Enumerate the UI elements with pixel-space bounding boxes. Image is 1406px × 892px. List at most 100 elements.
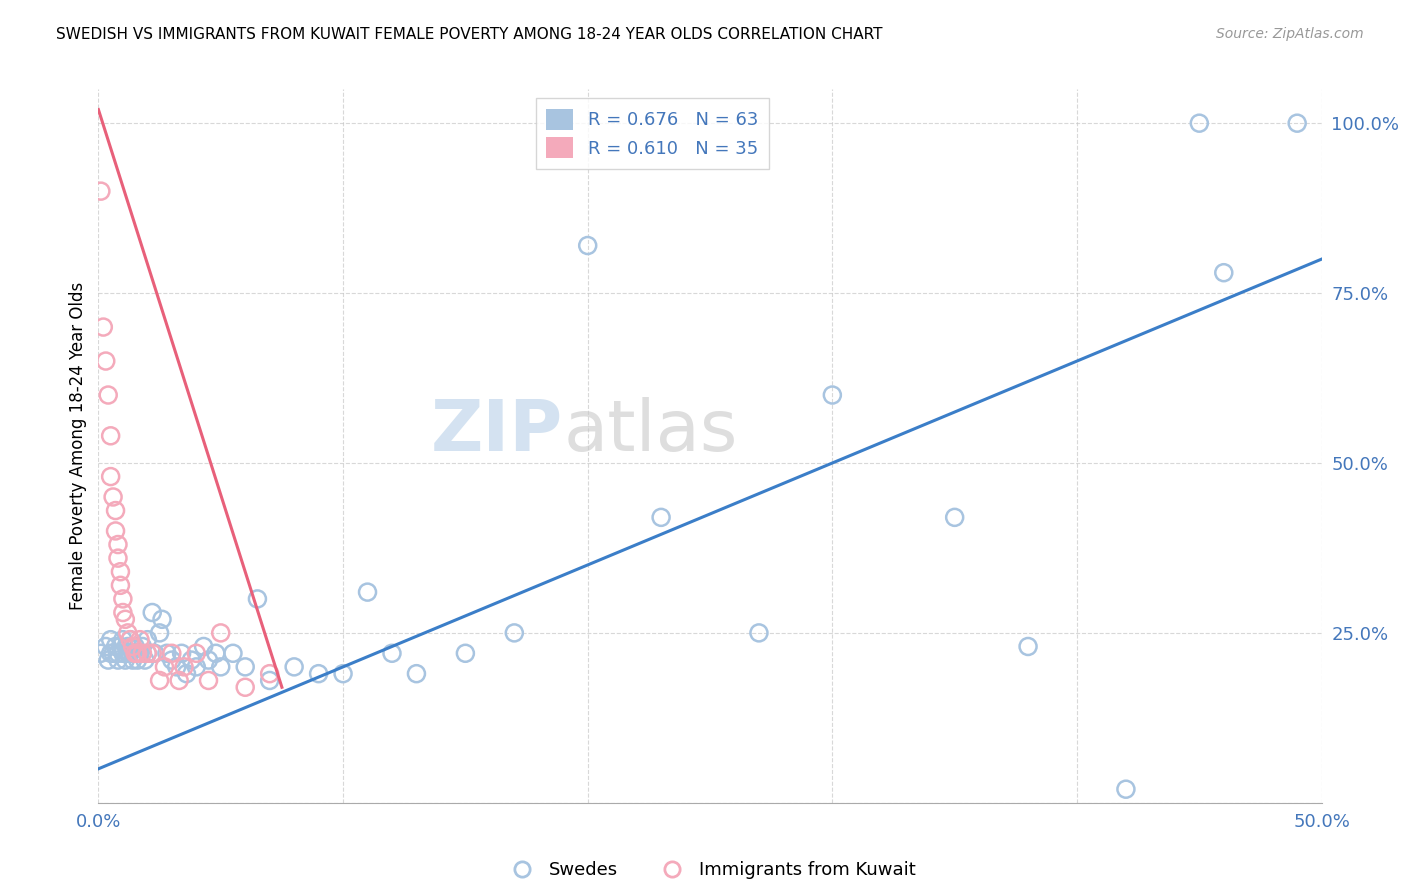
Point <box>136 632 159 647</box>
Point <box>166 660 188 674</box>
Point <box>454 646 477 660</box>
Point <box>127 646 149 660</box>
Point <box>186 660 208 674</box>
Y-axis label: Female Poverty Among 18-24 Year Olds: Female Poverty Among 18-24 Year Olds <box>69 282 87 610</box>
Point <box>381 646 404 660</box>
Point <box>193 640 215 654</box>
Point <box>160 646 183 660</box>
Point <box>120 632 142 647</box>
Point <box>821 388 844 402</box>
Point <box>136 646 159 660</box>
Point <box>222 646 245 660</box>
Point <box>104 640 127 654</box>
Point <box>233 680 256 694</box>
Point <box>114 653 136 667</box>
Text: Source: ZipAtlas.com: Source: ZipAtlas.com <box>1216 27 1364 41</box>
Point <box>124 646 146 660</box>
Point <box>121 640 143 654</box>
Point <box>107 537 129 551</box>
Point <box>100 469 122 483</box>
Text: atlas: atlas <box>564 397 738 467</box>
Point <box>101 646 124 660</box>
Point <box>1286 116 1309 130</box>
Point <box>121 653 143 667</box>
Point <box>100 646 122 660</box>
Point <box>209 626 232 640</box>
Point <box>114 612 136 626</box>
Point <box>127 653 149 667</box>
Point <box>90 646 112 660</box>
Point <box>1212 266 1234 280</box>
Point <box>131 640 153 654</box>
Point <box>94 640 117 654</box>
Point <box>111 646 134 660</box>
Point <box>149 673 172 688</box>
Point <box>405 666 427 681</box>
Point <box>176 666 198 681</box>
Point <box>100 429 122 443</box>
Point <box>186 646 208 660</box>
Point <box>943 510 966 524</box>
Point <box>153 660 176 674</box>
Point <box>503 626 526 640</box>
Point <box>259 666 281 681</box>
Text: ZIP: ZIP <box>432 397 564 467</box>
Point <box>110 578 132 592</box>
Point <box>134 653 156 667</box>
Point <box>259 673 281 688</box>
Point <box>1188 116 1211 130</box>
Point <box>124 646 146 660</box>
Point <box>100 632 122 647</box>
Point <box>111 632 134 647</box>
Point <box>209 660 232 674</box>
Text: SWEDISH VS IMMIGRANTS FROM KUWAIT FEMALE POVERTY AMONG 18-24 YEAR OLDS CORRELATI: SWEDISH VS IMMIGRANTS FROM KUWAIT FEMALE… <box>56 27 883 42</box>
Point <box>650 510 672 524</box>
Point <box>97 388 120 402</box>
Point <box>233 660 256 674</box>
Point <box>332 666 354 681</box>
Point <box>101 490 124 504</box>
Point <box>131 646 153 660</box>
Point <box>117 626 139 640</box>
Point <box>205 646 228 660</box>
Point <box>141 646 163 660</box>
Point <box>124 640 146 654</box>
Point <box>160 653 183 667</box>
Point <box>246 591 269 606</box>
Legend: Swedes, Immigrants from Kuwait: Swedes, Immigrants from Kuwait <box>496 855 924 887</box>
Point <box>143 646 166 660</box>
Point <box>104 503 127 517</box>
Point <box>120 632 142 647</box>
Point <box>197 653 219 667</box>
Point <box>356 585 378 599</box>
Point <box>308 666 330 681</box>
Point <box>748 626 770 640</box>
Point <box>149 626 172 640</box>
Point <box>111 591 134 606</box>
Point <box>173 660 195 674</box>
Point <box>283 660 305 674</box>
Point <box>1115 782 1137 797</box>
Point <box>129 632 152 647</box>
Point <box>141 606 163 620</box>
Point <box>170 646 193 660</box>
Point <box>94 354 117 368</box>
Point <box>167 673 190 688</box>
Point <box>90 184 112 198</box>
Point <box>117 646 139 660</box>
Point <box>107 551 129 566</box>
Point <box>107 653 129 667</box>
Point <box>120 646 142 660</box>
Point <box>197 673 219 688</box>
Point <box>110 565 132 579</box>
Point <box>97 653 120 667</box>
Point <box>91 320 114 334</box>
Point <box>576 238 599 252</box>
Point <box>1017 640 1039 654</box>
Point <box>180 653 202 667</box>
Point <box>111 606 134 620</box>
Point <box>136 646 159 660</box>
Point <box>117 640 139 654</box>
Point <box>150 612 173 626</box>
Point <box>110 640 132 654</box>
